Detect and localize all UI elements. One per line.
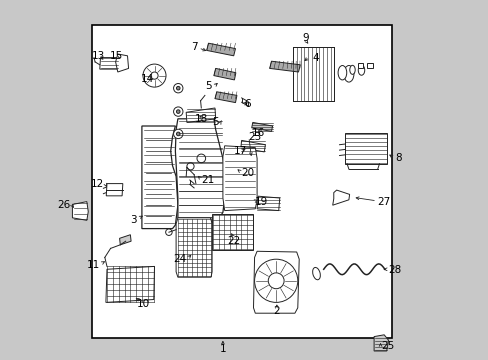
- Text: 5: 5: [205, 81, 212, 91]
- Ellipse shape: [358, 65, 364, 75]
- Text: 20: 20: [241, 168, 253, 178]
- Text: 5: 5: [212, 117, 219, 127]
- Polygon shape: [332, 190, 349, 205]
- Ellipse shape: [343, 66, 353, 82]
- Circle shape: [197, 154, 205, 163]
- Text: 26: 26: [58, 200, 71, 210]
- Text: 7: 7: [191, 42, 197, 52]
- Text: 23: 23: [247, 132, 261, 142]
- Circle shape: [165, 229, 172, 235]
- Circle shape: [176, 86, 180, 90]
- Circle shape: [176, 110, 180, 113]
- Text: 14: 14: [141, 74, 154, 84]
- Text: 10: 10: [137, 299, 150, 309]
- Text: 17: 17: [234, 146, 247, 156]
- Circle shape: [268, 273, 284, 289]
- Circle shape: [173, 107, 183, 116]
- Text: 15: 15: [110, 51, 123, 61]
- Circle shape: [186, 163, 194, 170]
- Bar: [292, 47, 334, 101]
- Polygon shape: [142, 126, 178, 229]
- Bar: [91, 25, 391, 338]
- Text: 19: 19: [255, 197, 268, 207]
- Text: 6: 6: [244, 99, 251, 109]
- Polygon shape: [251, 122, 272, 131]
- Text: 12: 12: [91, 179, 104, 189]
- Text: 27: 27: [377, 197, 390, 207]
- Text: 28: 28: [387, 265, 401, 275]
- Text: 22: 22: [226, 236, 240, 246]
- Polygon shape: [253, 251, 299, 313]
- Polygon shape: [100, 58, 118, 69]
- Polygon shape: [212, 214, 253, 250]
- Text: 8: 8: [395, 153, 402, 163]
- Circle shape: [151, 72, 158, 79]
- Polygon shape: [106, 266, 154, 302]
- Polygon shape: [175, 119, 224, 218]
- Text: 18: 18: [194, 114, 207, 124]
- Ellipse shape: [349, 66, 354, 75]
- Ellipse shape: [312, 267, 320, 280]
- Polygon shape: [223, 146, 257, 211]
- Text: 11: 11: [87, 260, 101, 270]
- Text: 4: 4: [312, 53, 319, 63]
- Polygon shape: [120, 235, 131, 245]
- Polygon shape: [176, 218, 212, 277]
- Circle shape: [254, 259, 297, 302]
- Circle shape: [173, 129, 183, 139]
- Polygon shape: [213, 68, 235, 80]
- Text: 24: 24: [173, 254, 186, 264]
- Text: 16: 16: [252, 128, 265, 138]
- Circle shape: [142, 64, 166, 87]
- Text: 25: 25: [381, 341, 394, 351]
- Text: 21: 21: [201, 175, 214, 185]
- Polygon shape: [106, 184, 122, 196]
- Polygon shape: [366, 63, 372, 68]
- Polygon shape: [186, 108, 215, 122]
- Polygon shape: [206, 43, 235, 56]
- Ellipse shape: [337, 66, 346, 80]
- Text: 2: 2: [273, 306, 280, 316]
- Polygon shape: [72, 202, 88, 220]
- Text: 13: 13: [92, 51, 105, 61]
- Polygon shape: [241, 140, 265, 152]
- Polygon shape: [373, 335, 387, 351]
- Polygon shape: [115, 54, 128, 72]
- Polygon shape: [269, 61, 300, 72]
- Circle shape: [176, 132, 180, 136]
- Text: 3: 3: [130, 215, 136, 225]
- Polygon shape: [358, 63, 363, 68]
- Polygon shape: [215, 92, 237, 103]
- Polygon shape: [257, 196, 279, 211]
- Bar: [345, 133, 386, 164]
- Circle shape: [173, 84, 183, 93]
- Text: 1: 1: [219, 344, 226, 354]
- Text: 9: 9: [302, 33, 308, 43]
